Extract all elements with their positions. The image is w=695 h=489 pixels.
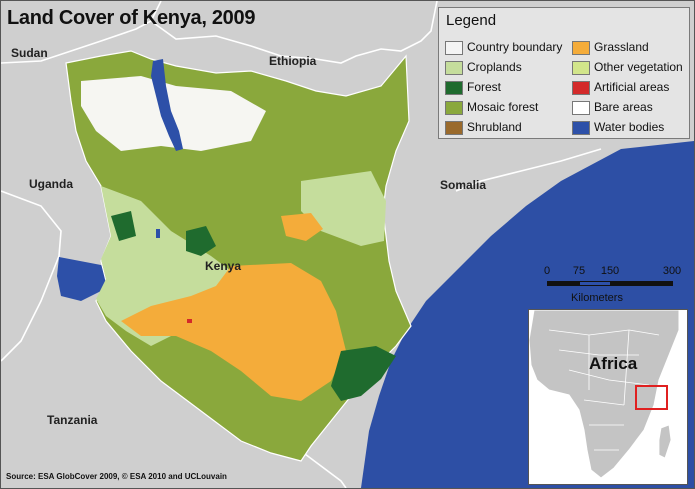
scale-tick-0: 0 [543, 265, 551, 277]
label-kenya: Kenya [205, 259, 242, 273]
scale-tick-75: 75 [572, 265, 586, 277]
scale-units: Kilometers [571, 292, 623, 304]
legend: Legend Country boundary Croplands Forest… [438, 7, 690, 139]
africa-continent [529, 310, 680, 479]
lake-turkana [151, 59, 183, 151]
legend-label: Forest [467, 80, 502, 94]
legend-label: Grassland [594, 40, 649, 54]
africa-borders [548, 329, 660, 451]
grassland-east [281, 213, 323, 241]
grassland-south [121, 263, 346, 401]
legend-label: Bare areas [594, 100, 653, 114]
label-uganda: Uganda [29, 177, 74, 191]
legend-swatch [445, 121, 463, 135]
legend-swatch [445, 61, 463, 75]
label-somalia: Somalia [440, 178, 487, 192]
legend-label: Artificial areas [594, 80, 670, 94]
kenya-locator-icon [635, 385, 668, 410]
scale-tick-300: 300 [662, 265, 682, 277]
africa-inset-map: Africa [528, 309, 688, 485]
label-ethiopia: Ethiopia [269, 54, 317, 68]
source-credit: Source: ESA GlobCover 2009, © ESA 2010 a… [6, 472, 227, 481]
legend-label: Croplands [467, 60, 522, 74]
label-sudan: Sudan [11, 46, 48, 60]
forest-central [186, 226, 216, 256]
map-title: Land Cover of Kenya, 2009 [7, 7, 256, 29]
madagascar [658, 424, 672, 459]
africa-inset-canvas [529, 310, 680, 479]
inset-label-africa: Africa [589, 354, 638, 373]
scale-segment-2 [579, 281, 611, 286]
legend-swatch [572, 81, 590, 95]
legend-label: Other vegetation [594, 60, 683, 74]
legend-label: Mosaic forest [467, 100, 539, 114]
croplands-east [301, 171, 386, 246]
scale-segment-1 [547, 281, 580, 286]
legend-swatch [572, 41, 590, 55]
scale-segment-3 [610, 281, 673, 286]
scale-tick-150: 150 [600, 265, 620, 277]
legend-swatch [445, 101, 463, 115]
neighbor-borders [1, 1, 602, 488]
artificial-area-nairobi [187, 319, 192, 323]
forest-coast [331, 346, 396, 401]
legend-label: Water bodies [594, 120, 665, 134]
legend-swatch [572, 61, 590, 75]
water-body-small [156, 229, 160, 238]
scale-bar: 0 75 150 300 Kilometers [541, 265, 681, 310]
lake-victoria [57, 257, 111, 301]
legend-label: Shrubland [467, 120, 522, 134]
legend-title: Legend [446, 12, 497, 29]
forest-west [111, 211, 136, 241]
legend-swatch [572, 121, 590, 135]
legend-swatch [572, 101, 590, 115]
legend-swatch [445, 81, 463, 95]
label-tanzania: Tanzania [47, 413, 98, 427]
legend-label: Country boundary [467, 40, 563, 54]
legend-swatch [445, 41, 463, 55]
bare-areas-north [81, 76, 266, 151]
